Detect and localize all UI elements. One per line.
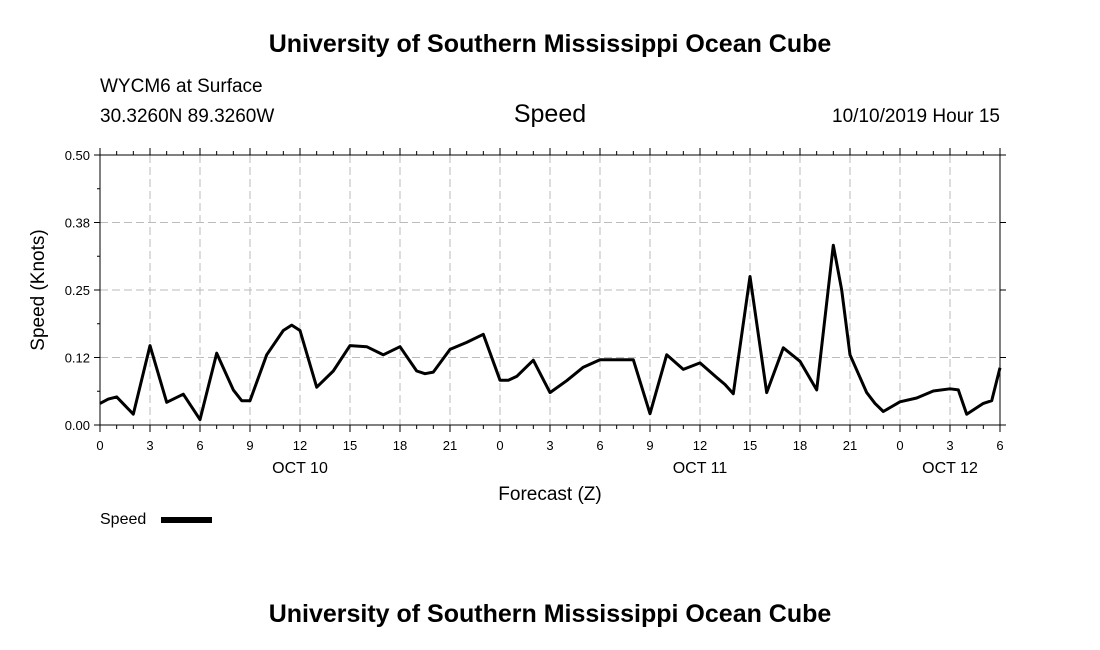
footer-title: University of Southern Mississippi Ocean… bbox=[268, 600, 832, 628]
date-label: OCT 10 bbox=[272, 460, 328, 477]
x-tick-label: 15 bbox=[343, 438, 357, 453]
y-tick-label: 0.50 bbox=[65, 148, 90, 163]
x-tick-label: 6 bbox=[196, 438, 203, 453]
date-label: OCT 12 bbox=[922, 460, 978, 477]
x-tick-label: 3 bbox=[146, 438, 153, 453]
x-tick-label: 9 bbox=[646, 438, 653, 453]
x-tick-label: 0 bbox=[96, 438, 103, 453]
x-tick-label: 0 bbox=[896, 438, 903, 453]
x-tick-label: 12 bbox=[693, 438, 707, 453]
y-tick-label: 0.00 bbox=[65, 418, 90, 433]
y-tick-label: 0.12 bbox=[65, 351, 90, 366]
legend-label: Speed bbox=[100, 511, 146, 528]
y-tick-label: 0.25 bbox=[65, 283, 90, 298]
x-tick-label: 15 bbox=[743, 438, 757, 453]
y-tick-label: 0.38 bbox=[65, 216, 90, 231]
chart-title: Speed bbox=[513, 100, 587, 128]
x-tick-label: 3 bbox=[946, 438, 953, 453]
x-tick-label: 18 bbox=[793, 438, 807, 453]
x-tick-label: 21 bbox=[443, 438, 457, 453]
x-tick-label: 0 bbox=[496, 438, 503, 453]
x-axis-label: Forecast (Z) bbox=[498, 484, 601, 505]
y-axis-label: Speed (Knots) bbox=[28, 229, 49, 350]
x-tick-label: 12 bbox=[293, 438, 307, 453]
date-label: OCT 11 bbox=[673, 460, 728, 477]
x-tick-label: 18 bbox=[393, 438, 407, 453]
page-title: University of Southern Mississippi Ocean… bbox=[268, 30, 832, 58]
station-name: WYCM6 at Surface bbox=[100, 76, 263, 97]
forecast-datetime: 10/10/2019 Hour 15 bbox=[832, 106, 1000, 127]
x-tick-label: 9 bbox=[246, 438, 253, 453]
x-tick-label: 21 bbox=[843, 438, 857, 453]
station-coordinates: 30.3260N 89.3260W bbox=[100, 106, 275, 127]
x-tick-label: 6 bbox=[996, 438, 1003, 453]
x-tick-label: 6 bbox=[596, 438, 603, 453]
series-line-speed bbox=[99, 243, 1002, 422]
x-tick-label: 3 bbox=[546, 438, 553, 453]
